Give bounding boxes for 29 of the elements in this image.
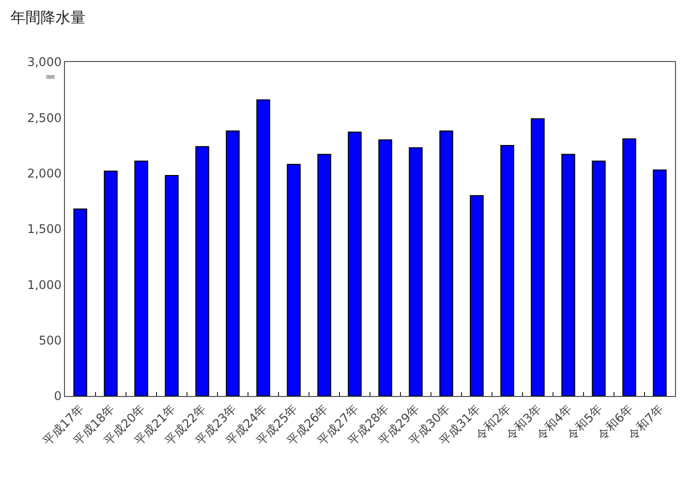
bar (317, 154, 332, 396)
bar (439, 130, 454, 396)
y-tick-label: 1,000 (27, 278, 62, 292)
bar (195, 146, 210, 396)
bar (348, 132, 362, 396)
bar (408, 147, 423, 396)
bar (104, 170, 118, 396)
y-tick-label: 0 (54, 389, 62, 404)
y-tick-label: 500 (38, 334, 62, 348)
y-tick-label: 2,000 (27, 166, 62, 181)
bar (256, 99, 270, 396)
bar (470, 195, 484, 396)
y-tick-label: 3,000 (27, 55, 62, 70)
bar (652, 169, 667, 396)
bar (622, 138, 636, 396)
y-axis-title: ㎜ (46, 72, 55, 82)
bar (73, 208, 88, 396)
bar (561, 154, 576, 396)
bar (286, 164, 301, 396)
bar (134, 160, 148, 396)
bar (378, 139, 392, 396)
bar (530, 118, 545, 396)
y-tick-label: 2,500 (27, 110, 62, 125)
bar (500, 145, 514, 396)
bar (592, 160, 606, 396)
chart-title: 年間降水量 (10, 8, 86, 26)
bar (226, 130, 240, 396)
bar (164, 175, 179, 396)
y-tick-label: 1,500 (27, 222, 62, 236)
